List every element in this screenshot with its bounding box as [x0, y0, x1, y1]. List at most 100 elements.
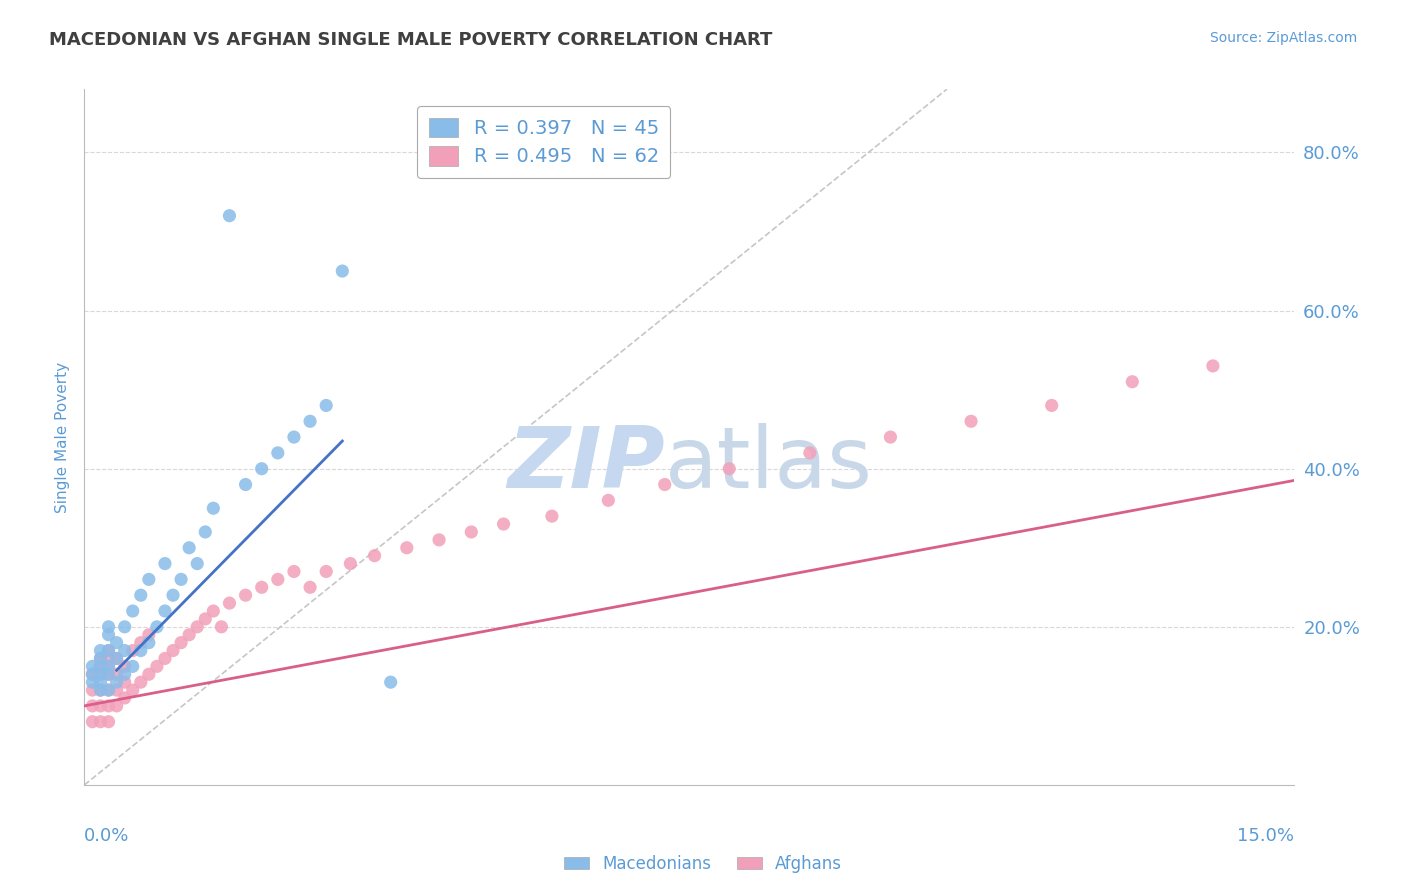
Point — [718, 461, 741, 475]
Point — [492, 516, 515, 531]
Point — [235, 477, 257, 491]
Point — [138, 628, 160, 642]
Point — [598, 493, 620, 508]
Point — [105, 675, 128, 690]
Point — [654, 477, 676, 491]
Point — [97, 659, 120, 673]
Point — [82, 667, 104, 681]
Point — [218, 596, 240, 610]
Point — [541, 509, 564, 524]
Point — [97, 620, 120, 634]
Point — [105, 651, 128, 665]
Point — [89, 667, 111, 681]
Point — [162, 588, 184, 602]
Point — [153, 651, 176, 665]
Point — [82, 675, 104, 690]
Point — [395, 541, 418, 555]
Point — [89, 675, 111, 690]
Text: 15.0%: 15.0% — [1236, 827, 1294, 845]
Point — [138, 635, 160, 649]
Point — [97, 667, 120, 681]
Point — [105, 635, 128, 649]
Point — [235, 588, 257, 602]
Point — [89, 643, 111, 657]
Text: 0.0%: 0.0% — [84, 827, 129, 845]
Point — [339, 557, 361, 571]
Text: MACEDONIAN VS AFGHAN SINGLE MALE POVERTY CORRELATION CHART: MACEDONIAN VS AFGHAN SINGLE MALE POVERTY… — [49, 31, 772, 49]
Y-axis label: Single Male Poverty: Single Male Poverty — [55, 361, 70, 513]
Text: ZIP: ZIP — [508, 424, 665, 507]
Point — [97, 643, 120, 657]
Point — [138, 573, 160, 587]
Point — [97, 667, 120, 681]
Point — [179, 628, 201, 642]
Point — [960, 414, 983, 428]
Point — [129, 675, 152, 690]
Point — [114, 620, 136, 634]
Point — [250, 461, 273, 475]
Point — [97, 714, 120, 729]
Point — [89, 651, 111, 665]
Point — [89, 659, 111, 673]
Legend: Macedonians, Afghans: Macedonians, Afghans — [558, 848, 848, 880]
Point — [97, 659, 120, 673]
Point — [82, 683, 104, 698]
Point — [267, 446, 290, 460]
Point — [1121, 375, 1143, 389]
Point — [202, 604, 225, 618]
Point — [82, 698, 104, 713]
Text: atlas: atlas — [665, 424, 873, 507]
Point — [283, 430, 305, 444]
Point — [146, 620, 169, 634]
Point — [82, 714, 104, 729]
Point — [250, 580, 273, 594]
Point — [97, 651, 120, 665]
Point — [283, 565, 305, 579]
Point — [105, 683, 128, 698]
Point — [89, 683, 111, 698]
Point — [82, 667, 104, 681]
Point — [218, 209, 240, 223]
Point — [89, 714, 111, 729]
Point — [170, 635, 193, 649]
Point — [105, 698, 128, 713]
Point — [194, 524, 217, 539]
Legend: R = 0.397   N = 45, R = 0.495   N = 62: R = 0.397 N = 45, R = 0.495 N = 62 — [418, 106, 671, 178]
Point — [138, 667, 160, 681]
Point — [186, 557, 208, 571]
Point — [170, 573, 193, 587]
Point — [97, 643, 120, 657]
Point — [179, 541, 201, 555]
Point — [114, 675, 136, 690]
Point — [162, 643, 184, 657]
Text: Source: ZipAtlas.com: Source: ZipAtlas.com — [1209, 31, 1357, 45]
Point — [186, 620, 208, 634]
Point — [315, 399, 337, 413]
Point — [330, 264, 353, 278]
Point — [1202, 359, 1225, 373]
Point — [89, 683, 111, 698]
Point — [114, 643, 136, 657]
Point — [209, 620, 232, 634]
Point — [267, 573, 290, 587]
Point — [97, 683, 120, 698]
Point — [299, 580, 322, 594]
Point — [89, 659, 111, 673]
Point — [89, 667, 111, 681]
Point — [153, 604, 176, 618]
Point — [799, 446, 821, 460]
Point — [879, 430, 901, 444]
Point — [460, 524, 482, 539]
Point — [97, 628, 120, 642]
Point — [129, 643, 152, 657]
Point — [97, 683, 120, 698]
Point — [105, 667, 128, 681]
Point — [315, 565, 337, 579]
Point — [129, 588, 152, 602]
Point — [363, 549, 385, 563]
Point — [380, 675, 402, 690]
Point — [1040, 399, 1063, 413]
Point — [114, 667, 136, 681]
Point — [194, 612, 217, 626]
Point — [97, 698, 120, 713]
